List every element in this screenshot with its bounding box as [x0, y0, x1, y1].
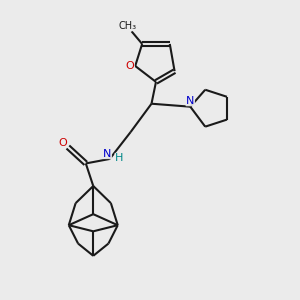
- Text: CH₃: CH₃: [118, 21, 136, 31]
- Text: H: H: [115, 153, 123, 164]
- Text: O: O: [58, 137, 67, 148]
- Text: O: O: [125, 61, 134, 71]
- Text: N: N: [186, 96, 194, 106]
- Text: N: N: [103, 148, 112, 159]
